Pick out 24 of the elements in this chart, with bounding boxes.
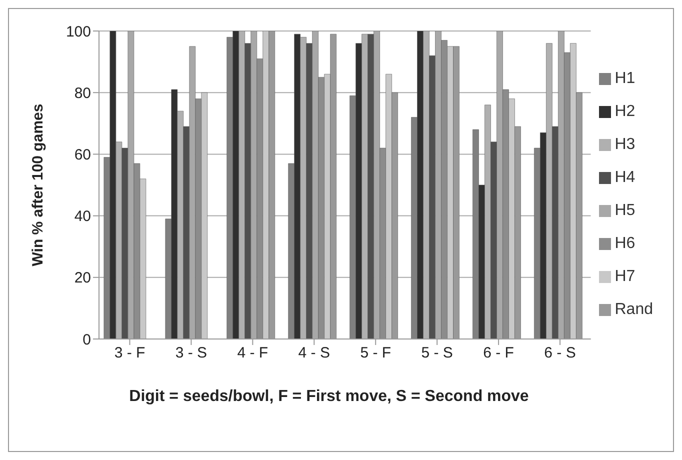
x-tick-label: 4 - F <box>237 344 268 362</box>
y-tick-label: 100 <box>66 23 91 40</box>
legend-label: H3 <box>614 136 636 153</box>
x-tick-label: 5 - S <box>421 344 453 362</box>
x-tick-label: 6 - F <box>483 344 514 362</box>
y-tick-label: 20 <box>74 270 91 287</box>
x-tick-label: 3 - S <box>175 344 208 362</box>
x-axis-title: Digit = seeds/bowl, F = First move, S = Second move <box>128 387 530 407</box>
x-tick-label: 3 - F <box>114 344 146 362</box>
legend-label: H1 <box>614 70 636 87</box>
y-tick-label: 60 <box>74 146 91 164</box>
legend-label: H5 <box>614 202 636 219</box>
y-tick-label: 80 <box>74 84 91 102</box>
y-tick-label: 40 <box>74 208 91 226</box>
x-tick-label: 6 - S <box>544 344 576 362</box>
x-tick-label: 5 - F <box>360 344 392 362</box>
legend-label: Rand <box>614 301 653 318</box>
x-tick-label: 4 - S <box>298 344 330 362</box>
legend-label: H4 <box>614 169 636 186</box>
legend-label: H6 <box>614 235 636 252</box>
legend-label: H2 <box>614 103 636 120</box>
legend-label: H7 <box>614 268 636 285</box>
y-tick-label: 0 <box>82 331 91 348</box>
y-axis-title: Win % after 100 games <box>29 104 46 266</box>
